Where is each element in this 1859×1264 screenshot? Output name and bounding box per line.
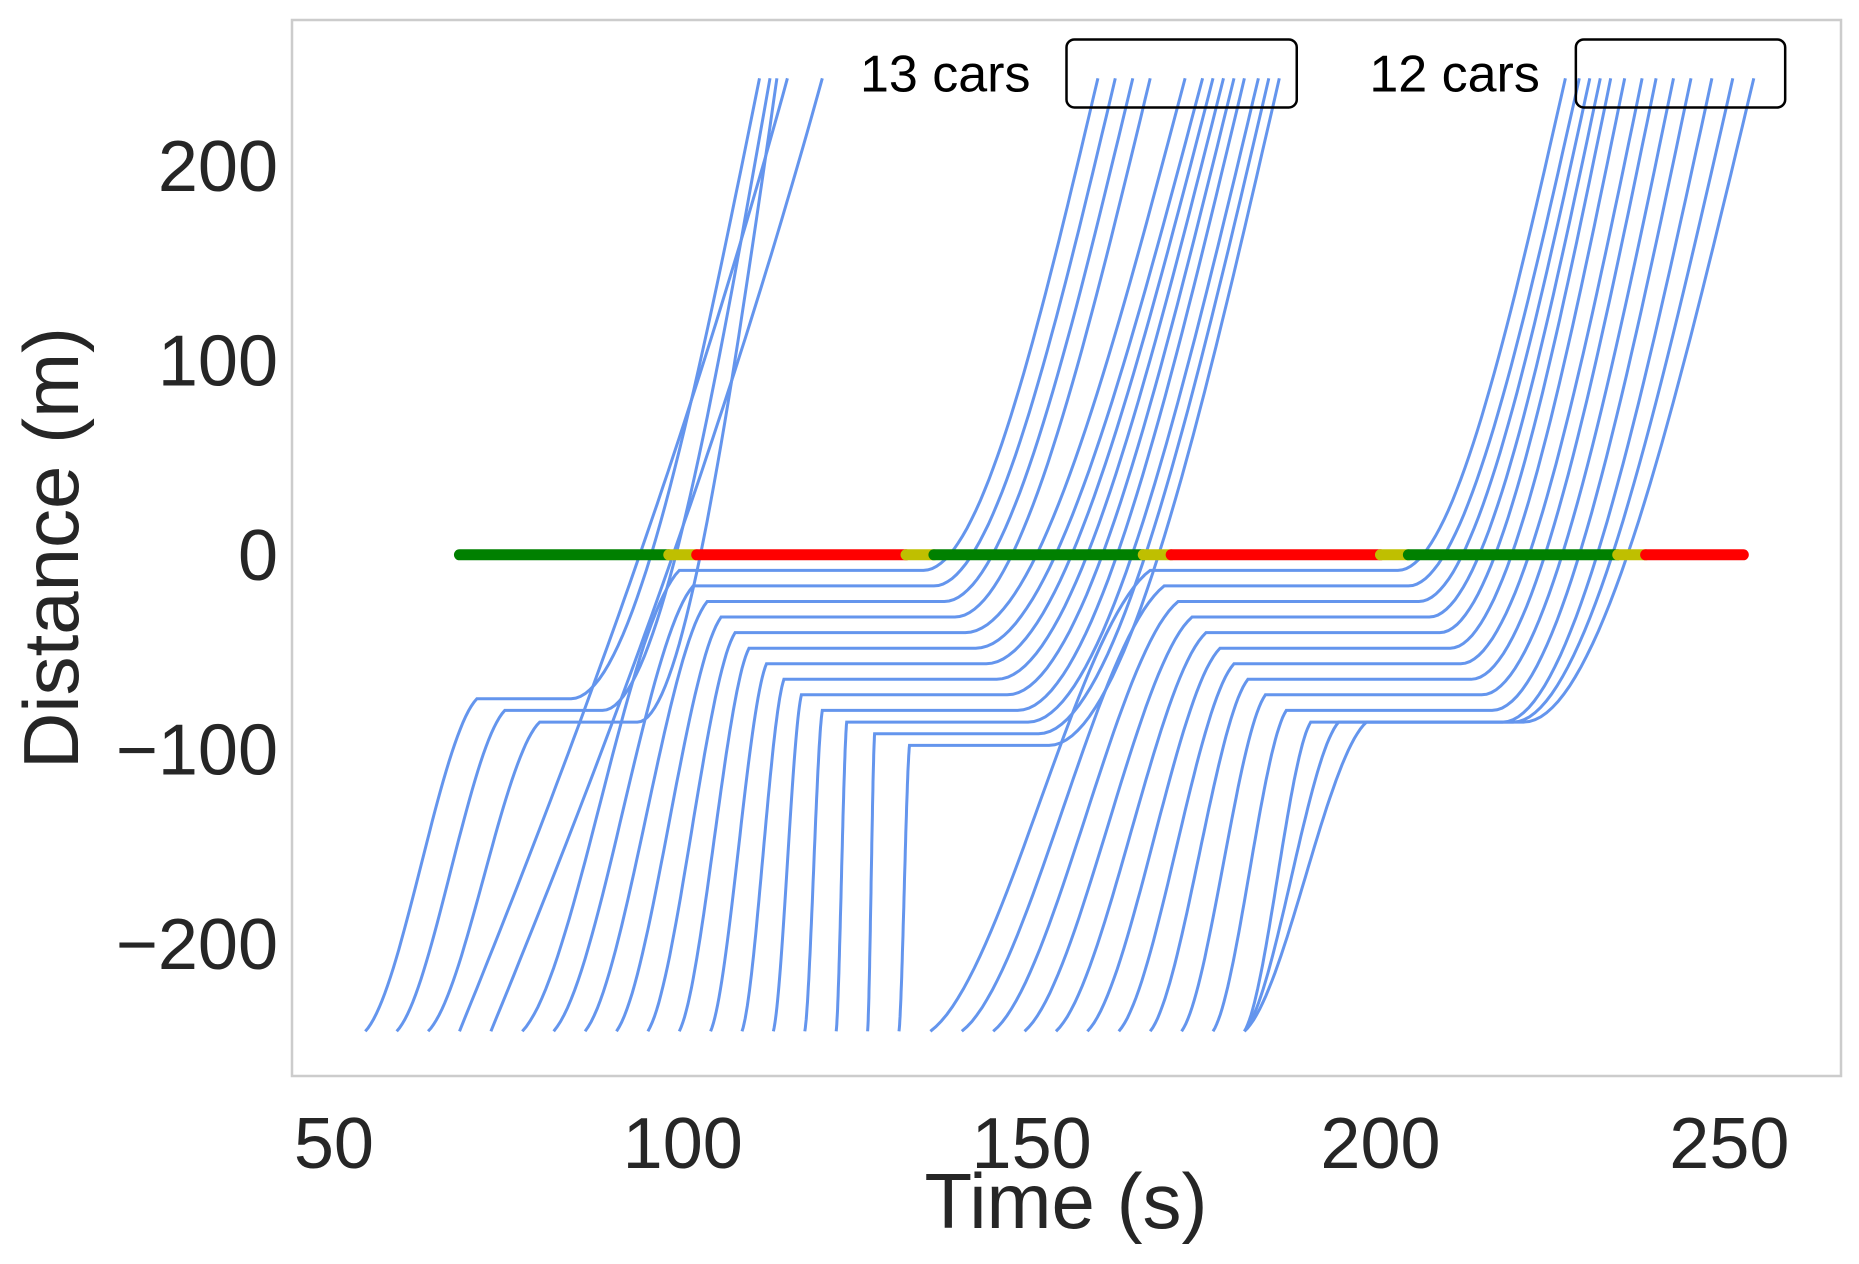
- y-tick-label: −100: [116, 710, 278, 790]
- annotation-box: [1574, 38, 1787, 109]
- x-tick-label: 250: [1669, 1104, 1789, 1184]
- plot-area: [290, 18, 1843, 1078]
- vehicle-trajectory: [834, 77, 1260, 1032]
- vehicle-trajectory: [1180, 77, 1675, 1033]
- y-tick-label: 100: [158, 321, 278, 401]
- vehicle-trajectory: [426, 78, 779, 1033]
- y-tick-label: −200: [116, 905, 278, 985]
- vehicle-trajectory: [552, 77, 1117, 1033]
- annotation-label: 12 cars: [1369, 45, 1540, 103]
- vehicle-trajectory: [615, 77, 1152, 1033]
- trajectories: [364, 77, 1756, 1033]
- vehicle-trajectory: [458, 77, 789, 1032]
- vehicle-trajectory: [1117, 77, 1644, 1033]
- vehicle-trajectory: [1023, 77, 1602, 1033]
- vehicle-trajectory: [364, 78, 761, 1033]
- x-axis-title: Time (s): [924, 1157, 1207, 1245]
- x-tick-label: 100: [623, 1104, 743, 1184]
- vehicle-trajectory: [992, 77, 1592, 1033]
- vehicle-trajectory: [1054, 78, 1613, 1033]
- tick-labels: 50 100 150 200 250 −200 −100 0 100 200: [116, 127, 1790, 1184]
- annotations: 13 cars 12 cars: [860, 38, 1787, 109]
- y-tick-label: 0: [238, 516, 278, 596]
- y-tick-label: 200: [158, 127, 278, 207]
- vehicle-trajectory: [677, 77, 1205, 1032]
- annotation-box: [1065, 38, 1299, 109]
- vehicle-trajectory: [740, 77, 1225, 1032]
- vehicle-trajectory: [395, 78, 772, 1033]
- vehicle-trajectory: [709, 77, 1215, 1032]
- vehicle-trajectory: [521, 77, 1100, 1033]
- vehicle-trajectory: [1148, 78, 1658, 1033]
- vehicle-trajectory: [771, 77, 1236, 1032]
- vehicle-trajectory: [489, 77, 824, 1032]
- vehicle-trajectory: [929, 77, 1567, 1033]
- vehicle-trajectory: [1086, 77, 1627, 1033]
- x-tick-label: 50: [294, 1104, 374, 1184]
- vehicle-trajectory: [960, 77, 1581, 1033]
- vehicle-trajectory: [866, 77, 1271, 1032]
- x-tick-label: 200: [1320, 1104, 1440, 1184]
- vehicle-trajectory: [646, 77, 1187, 1032]
- y-axis-title: Distance (m): [7, 327, 95, 769]
- vehicle-trajectory: [1243, 77, 1756, 1033]
- vehicle-trajectory: [803, 77, 1246, 1032]
- vehicle-trajectory: [897, 77, 1281, 1032]
- vehicle-trajectory: [1211, 77, 1693, 1033]
- vehicle-trajectory: [583, 77, 1135, 1033]
- x-tick-label: 150: [972, 1104, 1092, 1184]
- annotation-label: 13 cars: [860, 45, 1031, 103]
